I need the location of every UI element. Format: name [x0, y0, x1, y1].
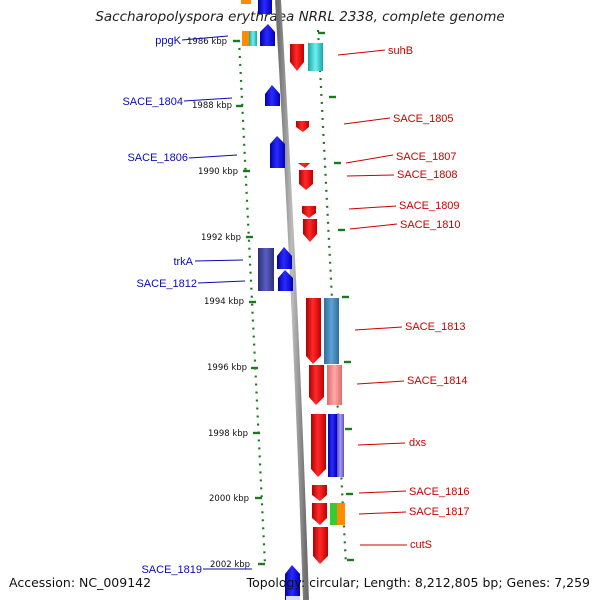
gene-label[interactable]: ppgK [155, 35, 181, 47]
gene-SACE_1809[interactable] [302, 206, 316, 218]
gene-top-fragment[interactable] [258, 0, 272, 14]
gene-label[interactable]: SACE_1804 [122, 96, 183, 108]
feature-category-boxes [241, 0, 345, 600]
gene-label[interactable]: SACE_1805 [393, 113, 454, 125]
leader-lines [181, 35, 407, 570]
gene-label[interactable]: SACE_1816 [409, 486, 470, 498]
category-box [330, 503, 337, 525]
reverse-strand-genes [290, 44, 328, 564]
tick-label: 2002 kbp [210, 560, 250, 570]
tick-label: 1986 kbp [187, 37, 227, 47]
tick-label: 1994 kbp [204, 297, 244, 307]
tick-label: 1998 kbp [208, 429, 248, 439]
gene-SACE_1816[interactable] [312, 485, 327, 501]
category-box [337, 414, 344, 477]
gene-label[interactable]: trkA [173, 256, 193, 268]
category-box [337, 503, 345, 525]
map-title: Saccharopolyspora erythraea NRRL 2338, c… [95, 9, 505, 25]
right-guide-line [316, 29, 348, 566]
gene-label[interactable]: SACE_1809 [399, 200, 460, 212]
genome-backbone [275, 0, 309, 600]
category-box [242, 31, 249, 46]
gene-ppgK[interactable] [260, 24, 275, 46]
gene-labels-left: ppgK SACE_1804 SACE_1806 trkA SACE_1812 … [122, 35, 202, 576]
category-box [308, 43, 323, 71]
gene-SACE_1817[interactable] [312, 503, 327, 525]
tick-label: 1988 kbp [192, 101, 232, 111]
gene-suhB[interactable] [290, 44, 304, 71]
left-guide-line [237, 39, 267, 566]
forward-strand-genes [258, 0, 300, 600]
category-box [324, 298, 339, 364]
gene-label[interactable]: SACE_1819 [141, 564, 202, 576]
category-box [327, 365, 342, 405]
gene-SACE_1807[interactable] [298, 163, 310, 168]
scale-ticks: 1986 kbp 1988 kbp 1990 kbp 1992 kbp 1994… [187, 31, 354, 570]
category-box [241, 0, 251, 4]
gene-label[interactable]: suhB [388, 45, 413, 57]
gene-label[interactable]: SACE_1808 [397, 169, 458, 181]
gene-SACE_1810[interactable] [303, 219, 317, 242]
tick-label: 1996 kbp [207, 363, 247, 373]
topology-text: Topology: circular; Length: 8,212,805 bp… [246, 575, 590, 590]
gene-cutS[interactable] [313, 527, 328, 564]
gene-label[interactable]: SACE_1807 [396, 151, 457, 163]
tick-label: 1992 kbp [201, 233, 241, 243]
gene-label[interactable]: dxs [409, 437, 427, 449]
gene-dxs[interactable] [311, 414, 326, 477]
gene-labels-right: suhB SACE_1805 SACE_1807 SACE_1808 SACE_… [388, 45, 470, 551]
gene-SACE_1814[interactable] [309, 365, 324, 405]
category-box [328, 414, 337, 477]
category-box [286, 596, 300, 600]
gene-SACE_1808[interactable] [299, 170, 313, 190]
gene-SACE_1806[interactable] [270, 136, 285, 168]
gene-SACE_1804[interactable] [265, 85, 280, 106]
gene-label[interactable]: cutS [410, 539, 432, 551]
gene-label[interactable]: SACE_1812 [136, 278, 197, 290]
gene-trkA[interactable] [277, 247, 292, 269]
category-box [258, 248, 274, 291]
category-box [249, 31, 257, 46]
gene-SACE_1812[interactable] [278, 270, 293, 291]
gene-SACE_1805[interactable] [296, 121, 309, 132]
gene-label[interactable]: SACE_1810 [400, 219, 461, 231]
gene-label[interactable]: SACE_1813 [405, 321, 466, 333]
tick-label: 1990 kbp [198, 167, 238, 177]
accession-text: Accession: NC_009142 [9, 575, 152, 590]
gene-label[interactable]: SACE_1806 [127, 152, 188, 164]
gene-SACE_1813[interactable] [306, 298, 321, 364]
gene-label[interactable]: SACE_1817 [409, 506, 470, 518]
tick-label: 2000 kbp [209, 494, 249, 504]
gene-label[interactable]: SACE_1814 [407, 375, 468, 387]
gene-SACE_1819[interactable] [285, 565, 300, 600]
